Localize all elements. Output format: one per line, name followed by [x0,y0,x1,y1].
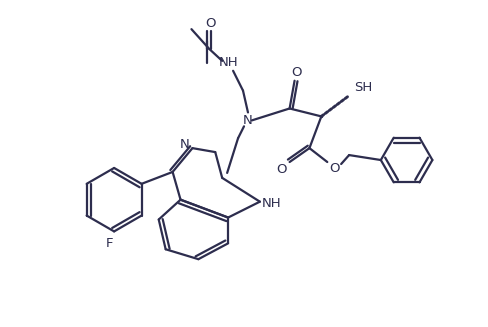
Text: N: N [243,114,252,127]
Text: SH: SH [353,81,371,94]
Text: O: O [328,163,339,176]
Text: O: O [204,17,215,30]
Text: NH: NH [218,56,238,69]
Text: N: N [179,138,189,151]
Text: F: F [105,237,113,250]
Text: NH: NH [262,197,281,210]
Text: O: O [291,66,301,79]
Text: O: O [276,164,286,177]
